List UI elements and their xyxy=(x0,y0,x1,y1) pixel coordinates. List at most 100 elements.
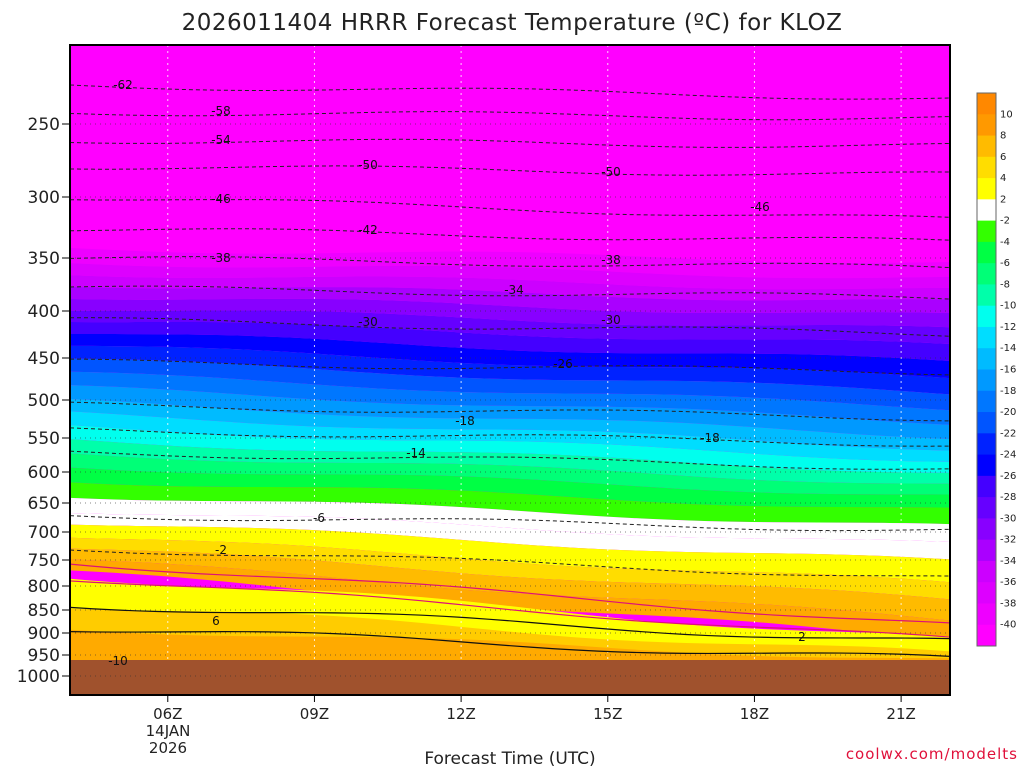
y-tick-label: 400 xyxy=(28,302,60,322)
warm-core-inner xyxy=(70,629,950,660)
temperature-band xyxy=(70,275,950,301)
temperature-band xyxy=(70,248,950,279)
contour-label: -50 xyxy=(601,165,621,179)
colorbar-label: -24 xyxy=(1000,450,1016,461)
colorbar-label: -4 xyxy=(1000,237,1010,248)
contour-label: -2 xyxy=(215,543,227,557)
colorbar-swatch xyxy=(977,263,996,285)
temperature-band xyxy=(70,385,950,439)
colorbar-swatch xyxy=(977,518,996,541)
colorbar-label: 8 xyxy=(1000,131,1006,142)
freezing-line xyxy=(70,563,950,624)
y-tick-label: 950 xyxy=(28,646,60,666)
colorbar-label: -26 xyxy=(1000,471,1016,482)
y-tick-label: 1000 xyxy=(17,667,60,687)
chart-title: 2026011404 HRRR Forecast Temperature (ºC… xyxy=(182,10,843,36)
colorbar-swatch xyxy=(977,93,996,115)
y-tick-label: 500 xyxy=(28,391,60,411)
temperature-band xyxy=(70,453,950,495)
colorbar-swatch xyxy=(977,497,996,519)
colorbar-frame xyxy=(976,92,997,647)
colorbar-swatch xyxy=(977,241,996,264)
contour-label: -38 xyxy=(601,253,621,267)
colorbar-swatch xyxy=(977,412,996,434)
colorbar-swatch xyxy=(977,284,996,307)
colorbar-swatch xyxy=(977,582,996,604)
contour-line-warm xyxy=(70,631,950,657)
colorbar-swatch xyxy=(977,114,996,137)
contour-label: 6 xyxy=(212,614,220,628)
temperature-band xyxy=(70,298,950,328)
temperature-bands xyxy=(70,248,950,660)
y-tick-label: 750 xyxy=(28,551,60,571)
colorbar-label: -34 xyxy=(1000,556,1016,567)
contour-label: -6 xyxy=(313,511,325,525)
temperature-band xyxy=(70,321,950,361)
temperature-band xyxy=(70,559,950,642)
colorbar-swatch xyxy=(977,603,996,626)
ground-below-surface xyxy=(70,660,950,695)
contour-label: -38 xyxy=(211,251,231,265)
contour-label: -26 xyxy=(553,357,573,371)
gridlines xyxy=(70,45,950,677)
colorbar-swatch xyxy=(977,560,996,583)
temperature-band xyxy=(70,439,950,484)
contour-label: -30 xyxy=(601,313,621,327)
contour-label: -62 xyxy=(113,78,133,92)
colorbar-swatch xyxy=(977,369,996,392)
colorbar-label: -30 xyxy=(1000,513,1016,524)
colorbar-label: -38 xyxy=(1000,598,1016,609)
y-tick-label: 300 xyxy=(28,188,60,208)
freezing-line xyxy=(70,580,950,638)
y-tick-label: 700 xyxy=(28,523,60,543)
y-tick-label: 650 xyxy=(28,494,60,514)
colorbar-label: -20 xyxy=(1000,407,1016,418)
colorbar-swatch xyxy=(977,348,996,370)
colorbar-swatch xyxy=(977,220,996,243)
colorbar-label: 6 xyxy=(1000,152,1006,163)
x-tick-label: 21Z xyxy=(886,705,915,723)
colorbar-label: -28 xyxy=(1000,492,1016,503)
temperature-band xyxy=(70,537,950,600)
temperature-band xyxy=(70,358,950,411)
x-tick-label: 15Z xyxy=(593,705,622,723)
contour-label: -58 xyxy=(211,104,231,118)
temperature-band xyxy=(70,286,950,314)
colorbar-swatch xyxy=(977,624,996,647)
colorbar-swatch xyxy=(977,135,996,158)
colorbar-label: -2 xyxy=(1000,216,1010,227)
colorbar-label: 10 xyxy=(1000,109,1013,120)
x-tick-label: 12Z xyxy=(446,705,475,723)
temperature-band xyxy=(70,497,950,543)
colorbar-swatch xyxy=(977,454,996,477)
colorbar: 10 8 6 4 2 -2 -4 -6 -8 -10 -12 -14 -16 -18 -20 -22 -24 -2… xyxy=(976,92,1016,647)
contour-label: -34 xyxy=(504,283,524,297)
colorbar-label: -22 xyxy=(1000,428,1016,439)
temperature-band xyxy=(70,411,950,462)
y-tick-label: 850 xyxy=(28,601,60,621)
contour-label: -14 xyxy=(406,446,426,460)
contour-label: -18 xyxy=(700,431,720,445)
y-tick-label: 600 xyxy=(28,463,60,483)
colorbar-swatch xyxy=(977,475,996,498)
colorbar-swatch xyxy=(977,199,996,222)
y-tick-label: 350 xyxy=(28,249,60,269)
colorbar-swatch xyxy=(977,305,996,328)
contour-lines: -62-58-54-50 -50-46-46-42-38 -38-34-30 -30-… xyxy=(70,78,950,668)
contour-label: -10 xyxy=(108,654,128,668)
contour-line-warm xyxy=(70,606,950,640)
temperature-band xyxy=(70,310,950,344)
credit-text: coolwx.com/modelts xyxy=(846,745,1018,763)
contour-label: -54 xyxy=(211,133,231,147)
colorbar-label: -32 xyxy=(1000,535,1016,546)
colorbar-swatch xyxy=(977,156,996,179)
contour-label: -30 xyxy=(358,315,378,329)
colorbar-swatch xyxy=(977,326,996,349)
colorbar-label: 2 xyxy=(1000,194,1006,205)
contour-label: -18 xyxy=(455,414,475,428)
pressure-axis: 250 300 350 400 450 500 550 600 650 700 750 800 850 9… xyxy=(17,115,70,687)
colorbar-label: -36 xyxy=(1000,577,1016,588)
y-tick-label: 800 xyxy=(28,577,60,597)
contour-label: -46 xyxy=(211,192,231,206)
date-label-day: 14JAN xyxy=(146,722,191,740)
